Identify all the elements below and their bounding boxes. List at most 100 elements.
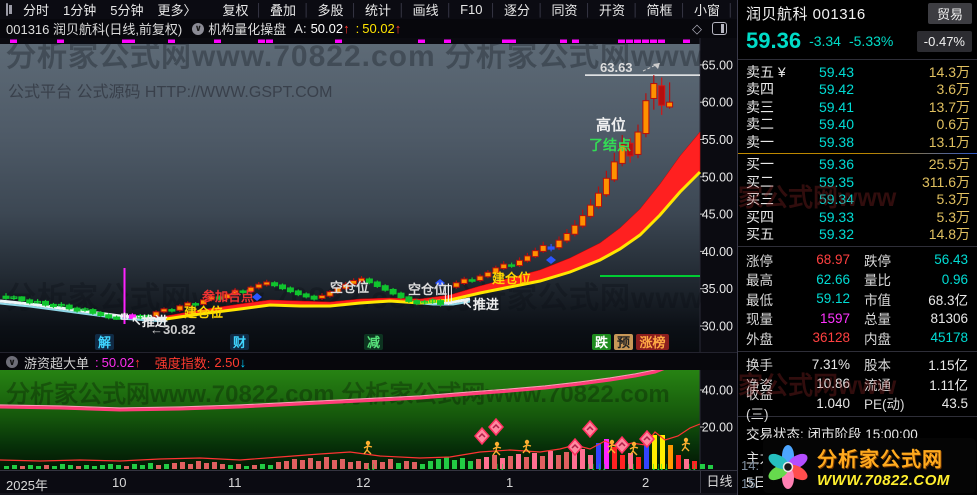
- chart-badge: [636, 334, 669, 350]
- sub-indicator-chart[interactable]: 分析家公式网www.70822.com 分析家公式网www.70822.com↓…: [0, 370, 737, 470]
- candlestick: [89, 309, 97, 314]
- sell-row[interactable]: 卖一 59.38 13.1万: [738, 133, 977, 151]
- toolbar-button-画线[interactable]: 画线: [412, 3, 439, 18]
- toolbar-item-3[interactable]: 更多〉: [157, 3, 197, 18]
- toolbar-button-同资[interactable]: 同资: [551, 3, 578, 18]
- signal-dash: [502, 39, 509, 43]
- period-selector[interactable]: 日线: [700, 471, 738, 494]
- volume-bar: [692, 461, 697, 469]
- flower-marker: [488, 417, 504, 437]
- signal-dash: [658, 39, 665, 43]
- runner-arms: [681, 442, 691, 446]
- buy-row[interactable]: 买四 59.33 5.3万: [738, 208, 977, 226]
- signal-dash: [335, 39, 342, 43]
- volume-bar: [572, 453, 577, 469]
- toolbar-separator: │: [255, 2, 264, 17]
- chart-badge: [364, 334, 383, 350]
- buy-row[interactable]: 买三 59.34 5.3万: [738, 191, 977, 209]
- volume-bar: [524, 457, 529, 469]
- date-axis: 2025年 10 11 12 1 2 日线: [0, 470, 737, 494]
- stat-label: 市值: [864, 292, 891, 308]
- candlestick: [81, 308, 89, 311]
- stat-value: 62.66: [816, 271, 850, 287]
- sell-arrow-marker: ↓↓: [366, 461, 376, 470]
- collapse-chevron-icon[interactable]: ∨: [6, 356, 18, 368]
- buy-row[interactable]: 买二 59.35 311.6万: [738, 173, 977, 191]
- chart-label: 高位: [596, 116, 626, 134]
- buy-row[interactable]: 买一 59.36 25.5万: [738, 156, 977, 174]
- runner-legs: [607, 448, 616, 454]
- toolbar-button-逐分[interactable]: 逐分: [503, 3, 530, 18]
- candlestick: [555, 239, 563, 249]
- a-up-arrow: ↑: [343, 21, 350, 36]
- volume-bar: [172, 463, 177, 469]
- volume-bar: [404, 461, 409, 469]
- toolbar-button-多股[interactable]: 多股: [317, 3, 344, 18]
- sell-row[interactable]: 卖三 59.41 13.7万: [738, 98, 977, 116]
- chart-label: 建仓位: [492, 271, 531, 286]
- candlestick: [563, 232, 571, 242]
- volume-bar: [580, 449, 585, 469]
- chart-badge: [614, 334, 633, 350]
- layout-icon[interactable]: [6, 3, 12, 16]
- indicator-collapse-icon[interactable]: ∨: [192, 22, 205, 35]
- b-label: :: [355, 21, 360, 36]
- chart-label: 63.63: [600, 60, 633, 75]
- toolbar-button-小窗[interactable]: 小窗: [694, 3, 721, 18]
- candlestick: [65, 304, 73, 310]
- sell-row[interactable]: 卖五 ¥ 59.43 14.3万: [738, 63, 977, 81]
- band-cyan-line: [0, 302, 167, 323]
- stat-label: PE(动): [864, 397, 905, 413]
- volume-bar: [180, 462, 185, 469]
- sell-row[interactable]: 卖四 59.42 3.6万: [738, 81, 977, 99]
- candlestick: [105, 314, 113, 319]
- volume-bar: [220, 464, 225, 469]
- volume-bar: [396, 463, 401, 469]
- diamond-icon[interactable]: ◇: [692, 20, 702, 36]
- stock-name-code: 润贝航科 001316: [746, 6, 866, 23]
- toolbar-button-F10[interactable]: F10: [460, 2, 483, 17]
- stats-row: 收益(三) 1.040 PE(动) 43.5: [738, 387, 977, 422]
- panel-toggle-icon[interactable]: [712, 22, 727, 35]
- toolbar-button-开资[interactable]: 开资: [599, 3, 626, 18]
- sell-row[interactable]: 卖二 59.40 0.6万: [738, 116, 977, 134]
- candlestick: [381, 285, 389, 291]
- volume-bar: [588, 455, 593, 469]
- main-candlestick-chart[interactable]: 分析家公式网www.70822.com 分析家公式网www 分析家公式网www.7…: [0, 38, 737, 352]
- sell-arrow-marker: ↓↓: [626, 461, 636, 470]
- a-label: A:: [294, 21, 307, 36]
- volume-bar: [324, 457, 329, 469]
- trade-button[interactable]: 贸易: [927, 3, 972, 24]
- volume-bar: [300, 460, 305, 469]
- candlestick: [128, 314, 136, 320]
- blue-signal-marker: [546, 256, 556, 264]
- strength-value: 2.50: [214, 354, 240, 370]
- candlestick: [255, 283, 263, 289]
- volume-bar: [628, 453, 633, 469]
- queue-price: 59.34: [818, 191, 854, 208]
- price-axis-label: 30.00: [702, 320, 733, 334]
- flower-logo-icon: [768, 444, 808, 489]
- toolbar-button-统计[interactable]: 统计: [365, 3, 392, 18]
- sell-arrow-marker: ↓↓: [659, 461, 669, 470]
- volume-bar: [100, 465, 105, 469]
- candlestick: [508, 264, 516, 267]
- toolbar-button-简框[interactable]: 简框: [646, 3, 673, 18]
- volume-bar: [348, 462, 353, 469]
- runner-head: [524, 439, 530, 445]
- volume-bar: [268, 465, 273, 469]
- chart-badge-label: 减: [367, 335, 380, 350]
- toolbar-button-叠加[interactable]: 叠加: [270, 3, 297, 18]
- sub-indicator-name: 游资超大单: [24, 355, 90, 371]
- toolbar-button-复权[interactable]: 复权: [222, 3, 249, 18]
- toolbar-item-2[interactable]: 5分钟: [110, 3, 144, 18]
- toolbar-item-1[interactable]: 1分钟: [63, 3, 97, 18]
- buy-row[interactable]: 买五 59.32 14.8万: [738, 226, 977, 244]
- chart-label: ↖推进: [462, 297, 499, 312]
- flower-chevron: [478, 432, 486, 438]
- toolbar-item-0[interactable]: 分时: [23, 3, 50, 18]
- candlestick: [247, 286, 255, 293]
- volume-bar: [420, 464, 425, 469]
- volume-bar: [260, 464, 265, 469]
